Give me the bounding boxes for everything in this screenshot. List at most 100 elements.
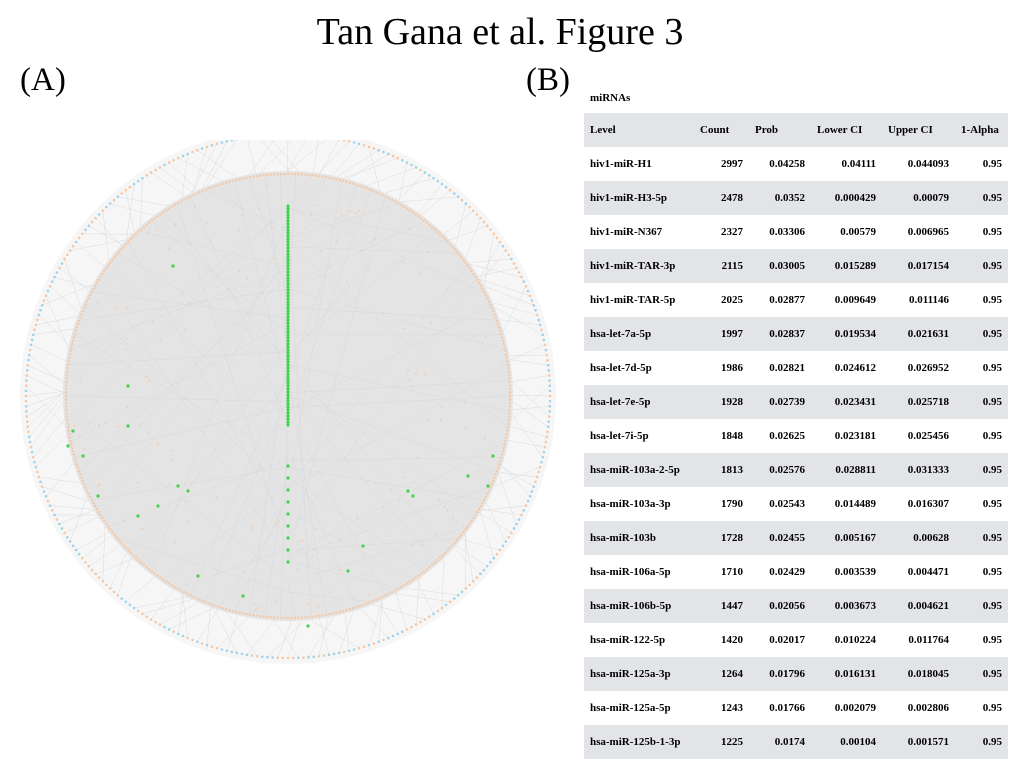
inner-node: [101, 516, 104, 520]
highlight-node: [171, 264, 175, 268]
inner-node: [64, 394, 68, 398]
table-body: hiv1-miR-H1 2997 0.04258 0.04111 0.044093 0.9…: [584, 147, 1008, 759]
outer-node: [436, 179, 440, 183]
outer-node: [322, 654, 326, 657]
inner-node: [125, 307, 128, 310]
table-row: hsa-miR-103b 1728 0.02455 0.005167 0.00628 0.…: [584, 521, 1008, 555]
edge-line: [287, 175, 312, 208]
inner-node: [338, 610, 342, 614]
inner-node: [446, 509, 449, 512]
highlight-node: [286, 303, 290, 307]
inner-node: [173, 541, 176, 544]
inner-node: [67, 426, 70, 429]
outer-node: [240, 652, 244, 656]
edge-line: [447, 225, 488, 242]
table-row: hsa-miR-106b-5p 1447 0.02056 0.003673 0.0046…: [584, 589, 1008, 623]
outer-node: [452, 192, 456, 195]
table-row: hsa-miR-122-5p 1420 0.02017 0.010224 0.01176…: [584, 623, 1008, 657]
inner-node: [508, 387, 512, 391]
edge-line: [333, 149, 379, 179]
edge-line: [287, 220, 425, 286]
inner-node: [189, 594, 192, 597]
outer-node: [181, 634, 185, 638]
inner-node: [466, 525, 469, 528]
inner-node: [349, 210, 352, 213]
cell-level: hiv1-miR-H1: [590, 158, 652, 170]
outer-node: [46, 289, 50, 293]
inner-node: [72, 453, 76, 456]
inner-node: [433, 561, 437, 564]
edge-line: [102, 521, 106, 582]
inner-node: [241, 612, 245, 615]
highlight-node: [286, 234, 290, 238]
inner-node: [170, 449, 173, 452]
inner-node: [255, 614, 258, 617]
inner-node: [378, 597, 381, 600]
inner-node: [320, 250, 323, 253]
outer-node: [302, 656, 305, 659]
inner-node: [176, 587, 180, 591]
edge-line: [287, 561, 400, 589]
inner-node: [496, 466, 500, 470]
outer-node: [220, 648, 224, 651]
inner-node: [300, 239, 303, 242]
cell-lower-ci: 0.028811: [835, 464, 876, 476]
inner-node: [324, 176, 328, 179]
outer-node: [205, 643, 209, 647]
cell-lower-ci: 0.009649: [834, 294, 876, 306]
outer-node: [337, 651, 341, 655]
inner-node: [147, 221, 151, 224]
outer-node: [29, 445, 33, 449]
inner-node: [67, 363, 70, 366]
edge-line: [396, 172, 426, 203]
inner-node: [265, 173, 269, 177]
highlight-node: [286, 384, 290, 388]
inner-node: [245, 176, 248, 180]
inner-node: [468, 522, 471, 525]
edge-line: [287, 617, 302, 659]
inner-node: [173, 203, 177, 207]
inner-node: [297, 568, 300, 571]
inner-node: [216, 286, 219, 289]
edge-line: [476, 277, 531, 296]
inner-node: [506, 363, 509, 366]
inner-node: [265, 185, 268, 188]
outer-node: [112, 198, 116, 202]
cell-upper-ci: 0.004621: [907, 600, 949, 612]
edge-line: [197, 607, 220, 642]
outer-node: [35, 470, 39, 474]
edge-line: [287, 207, 485, 293]
inner-node: [272, 226, 275, 229]
inner-node: [331, 612, 335, 615]
outer-node: [37, 475, 41, 479]
edge-line: [79, 288, 289, 321]
outer-node: [498, 240, 502, 244]
inner-node: [338, 178, 342, 182]
edge-line: [287, 379, 477, 514]
column-header-alpha: 1-Alpha: [961, 124, 999, 136]
outer-node: [58, 522, 61, 526]
inner-node: [355, 211, 358, 214]
highlight-node: [286, 267, 290, 271]
cell-count: 1997: [721, 328, 743, 340]
outer-node: [200, 642, 204, 645]
highlight-node: [286, 405, 290, 409]
cell-alpha: 0.95: [982, 226, 1002, 238]
cell-lower-ci: 0.016131: [834, 668, 876, 680]
inner-node: [490, 482, 493, 486]
outer-node: [40, 304, 44, 307]
outer-node: [386, 152, 390, 156]
inner-node: [361, 603, 365, 607]
inner-node: [501, 450, 505, 453]
inner-node: [309, 213, 312, 216]
inner-node: [367, 268, 370, 271]
outer-node: [77, 236, 81, 240]
inner-node: [417, 215, 420, 218]
inner-node: [238, 178, 241, 181]
outer-node: [101, 209, 105, 213]
highlight-node: [286, 207, 290, 211]
inner-node: [85, 489, 89, 492]
inner-node: [71, 450, 75, 453]
outer-node: [532, 485, 536, 488]
inner-node: [221, 182, 224, 186]
